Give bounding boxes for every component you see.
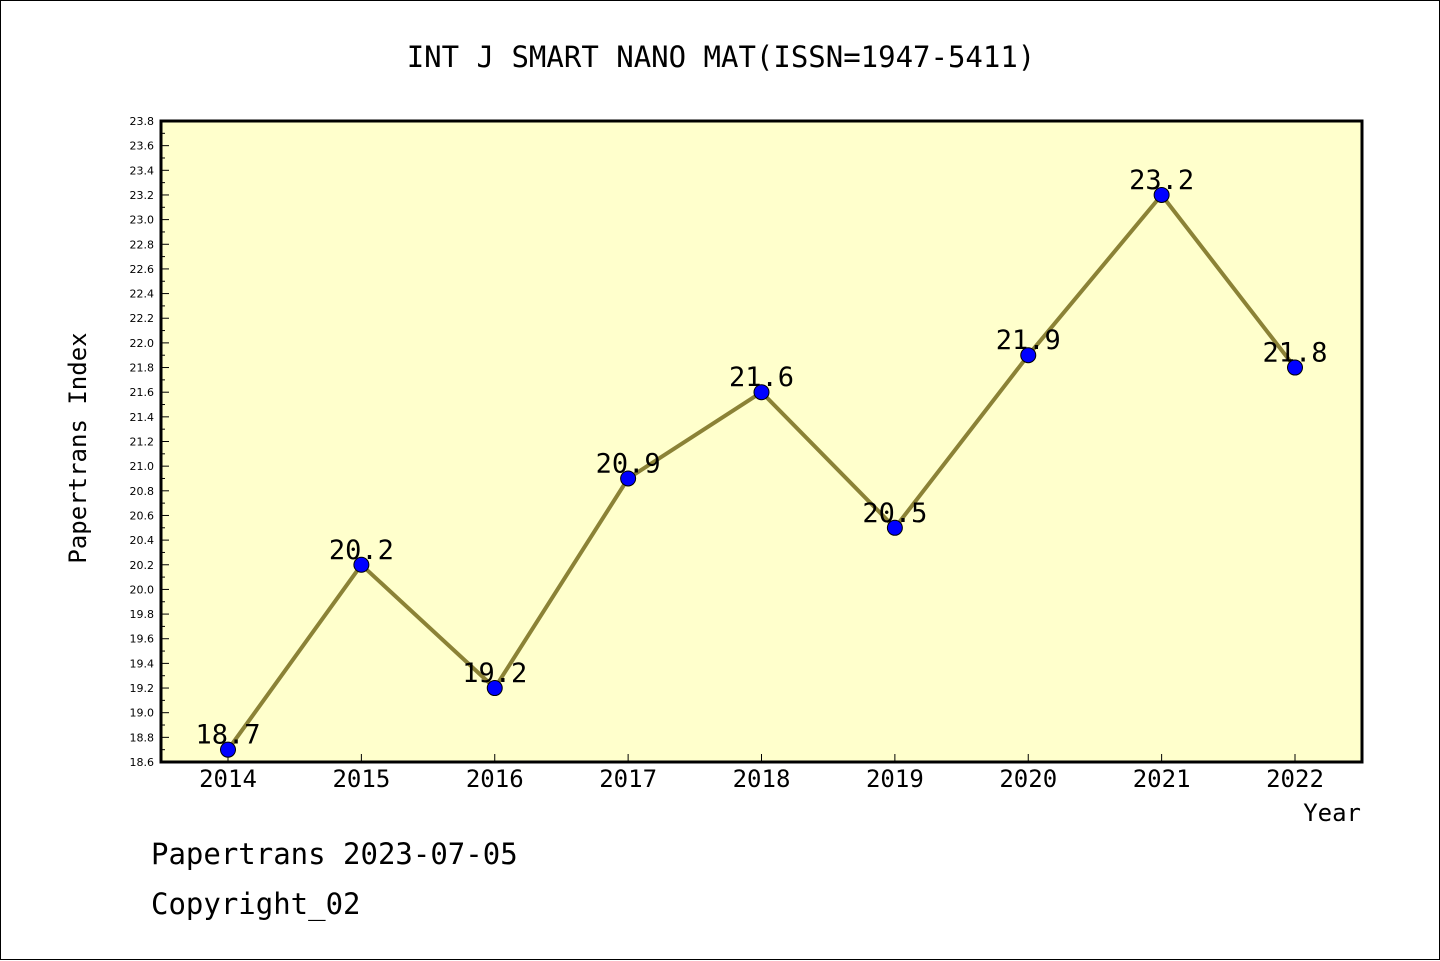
- y-tick-label: 21.0: [130, 460, 155, 473]
- y-tick-label: 19.2: [130, 682, 155, 695]
- y-tick-label: 22.4: [130, 288, 155, 301]
- y-tick-label: 20.6: [130, 509, 155, 522]
- data-point: [1020, 347, 1037, 364]
- chart-title: INT J SMART NANO MAT(ISSN=1947-5411): [407, 40, 1036, 74]
- y-tick-label: 21.8: [130, 362, 155, 375]
- plot-border: [159, 119, 1364, 764]
- y-tick-label: 22.0: [130, 337, 155, 350]
- y-tick-label: 19.4: [130, 657, 155, 670]
- y-tick-label: 20.0: [130, 583, 155, 596]
- y-tick-label: 22.8: [130, 238, 155, 251]
- y-axis-label: Papertrans Index: [64, 332, 92, 563]
- y-tick-label: 21.6: [130, 386, 155, 399]
- y-tick-label: 19.8: [130, 608, 155, 621]
- y-tick-label: 23.8: [130, 115, 155, 128]
- y-tick-label: 18.8: [130, 731, 155, 744]
- x-tick-label: 2019: [866, 765, 924, 793]
- x-tick-label: 2020: [999, 765, 1057, 793]
- data-point: [753, 384, 770, 401]
- y-tick-label: 22.2: [130, 312, 155, 325]
- y-tick-label: 18.6: [130, 756, 155, 769]
- y-tick-label: 23.0: [130, 214, 155, 227]
- y-tick-label: 19.6: [130, 633, 155, 646]
- data-point: [1153, 186, 1170, 203]
- series-layer: 18.720.219.220.921.620.521.923.221.8: [195, 165, 1328, 758]
- footer-copyright: Copyright_02: [151, 887, 361, 921]
- footer-source-date: Papertrans 2023-07-05: [151, 837, 518, 871]
- x-tick-label: 2015: [332, 765, 390, 793]
- y-tick-label: 23.6: [130, 140, 155, 153]
- y-tick-label: 19.0: [130, 707, 155, 720]
- data-point: [486, 680, 503, 697]
- x-tick-label: 2017: [599, 765, 657, 793]
- data-point: [220, 741, 236, 758]
- x-tick-label: 2021: [1133, 765, 1191, 793]
- y-tick-label: 22.6: [130, 263, 155, 276]
- y-tick-label: 21.4: [130, 411, 155, 424]
- data-point: [353, 556, 370, 573]
- data-point: [886, 519, 903, 536]
- x-tick-label: 2022: [1266, 765, 1324, 793]
- x-axis-ticks: 2014 2015 2016 2017 2018 2019 2020 2021 2022: [199, 754, 1324, 793]
- x-tick-label: 2018: [733, 765, 791, 793]
- data-point: [620, 470, 637, 487]
- data-point: [1287, 359, 1303, 376]
- y-axis-ticks: 18.6 18.8 19.0 19.2 19.4 19.6 19.8 20.0 20.2 20.4…: [130, 115, 169, 769]
- plot-area: [161, 121, 1362, 762]
- y-tick-label: 20.2: [130, 559, 155, 572]
- y-tick-label: 21.2: [130, 436, 155, 449]
- x-axis-label: Year: [1303, 799, 1361, 827]
- x-tick-label: 2016: [466, 765, 524, 793]
- x-tick-label: 2014: [199, 765, 257, 793]
- y-tick-label: 23.2: [130, 189, 155, 202]
- y-tick-label: 20.4: [130, 534, 155, 547]
- y-tick-label: 20.8: [130, 485, 155, 498]
- y-tick-label: 23.4: [130, 164, 155, 177]
